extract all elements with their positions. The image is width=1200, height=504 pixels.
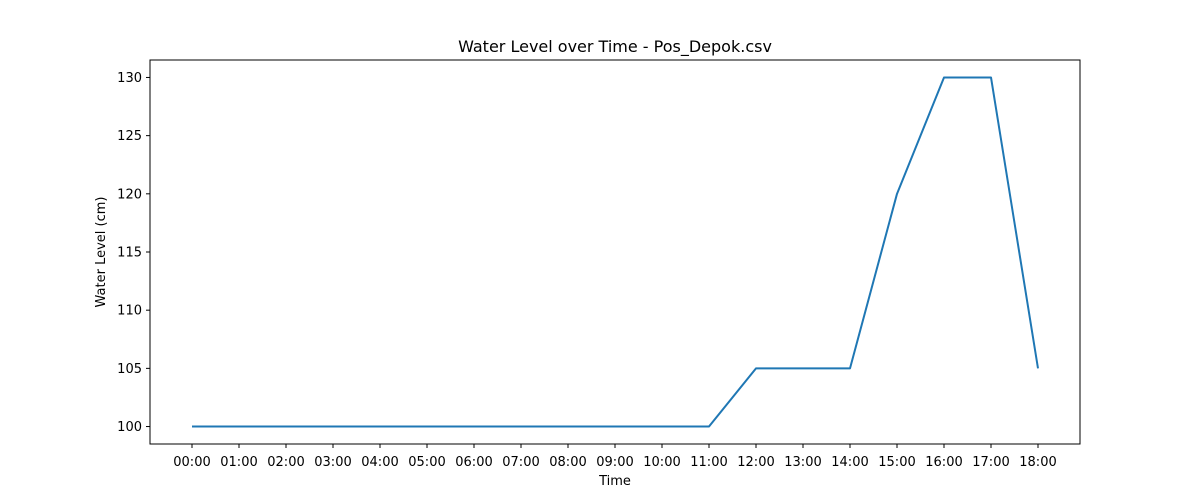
x-tick-label: 10:00 bbox=[643, 455, 680, 470]
x-tick-label: 06:00 bbox=[455, 455, 492, 470]
x-tick-label: 09:00 bbox=[596, 455, 633, 470]
x-tick-label: 08:00 bbox=[549, 455, 586, 470]
x-tick-label: 07:00 bbox=[502, 455, 539, 470]
x-tick-label: 05:00 bbox=[408, 455, 445, 470]
chart-title: Water Level over Time - Pos_Depok.csv bbox=[458, 37, 772, 57]
y-tick-label: 115 bbox=[117, 246, 142, 261]
x-tick-label: 17:00 bbox=[972, 455, 1009, 470]
x-tick-label: 04:00 bbox=[361, 455, 398, 470]
x-tick-label: 15:00 bbox=[878, 455, 915, 470]
y-tick-label: 100 bbox=[117, 420, 142, 435]
plot-frame bbox=[149, 59, 1081, 445]
y-tick-label: 130 bbox=[117, 71, 142, 86]
y-axis-ticks: 100 105 110 115 120 125 130 bbox=[117, 71, 150, 435]
x-tick-label: 13:00 bbox=[784, 455, 821, 470]
y-tick-label: 105 bbox=[117, 362, 142, 377]
x-tick-label: 18:00 bbox=[1019, 455, 1056, 470]
y-tick-label: 120 bbox=[117, 187, 142, 202]
x-tick-label: 16:00 bbox=[925, 455, 962, 470]
y-axis-label: Water Level (cm) bbox=[94, 197, 109, 308]
y-tick-label: 110 bbox=[117, 304, 142, 319]
y-tick-label: 125 bbox=[117, 129, 142, 144]
x-tick-label: 12:00 bbox=[737, 455, 774, 470]
x-tick-label: 01:00 bbox=[220, 455, 257, 470]
x-tick-label: 02:00 bbox=[267, 455, 304, 470]
x-tick-label: 00:00 bbox=[173, 455, 210, 470]
x-axis-label: Time bbox=[598, 474, 631, 489]
x-tick-label: 11:00 bbox=[690, 455, 727, 470]
x-tick-label: 03:00 bbox=[314, 455, 351, 470]
x-axis-ticks: 00:00 01:00 02:00 03:00 04:00 05:00 06:00 07:00… bbox=[173, 444, 1057, 470]
x-tick-label: 14:00 bbox=[831, 455, 868, 470]
series-line bbox=[192, 76, 1039, 428]
